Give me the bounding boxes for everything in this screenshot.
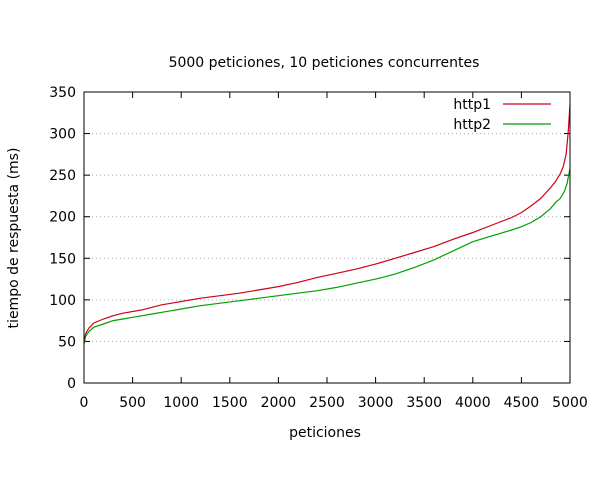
y-tick-label: 0	[67, 376, 76, 392]
series-line-http1	[83, 104, 571, 341]
y-tick-label: 50	[58, 334, 76, 350]
y-tick-label: 300	[49, 127, 76, 143]
x-tick-label: 500	[119, 395, 146, 411]
y-axis-label: tiempo de respuesta (ms)	[6, 148, 22, 329]
legend-label-http1: http1	[453, 97, 491, 113]
legend-label-http2: http2	[453, 117, 491, 133]
y-tick-label: 250	[49, 168, 76, 184]
x-tick-label: 4500	[504, 395, 540, 411]
y-tick-label: 100	[49, 293, 76, 309]
y-tick-label: 350	[49, 85, 76, 101]
x-tick-label: 4000	[455, 395, 491, 411]
x-tick-label: 2500	[309, 395, 345, 411]
plot-frame	[83, 91, 571, 384]
chart-title: 5000 peticiones, 10 peticiones concurren…	[169, 55, 480, 71]
y-tick-label: 200	[49, 210, 76, 226]
x-tick-label: 5000	[552, 395, 588, 411]
x-tick-label: 0	[80, 395, 89, 411]
x-tick-label: 1000	[163, 395, 199, 411]
series-line-http2	[83, 168, 571, 345]
x-tick-label: 1500	[212, 395, 248, 411]
x-tick-label: 3000	[358, 395, 394, 411]
y-tick-label: 150	[49, 251, 76, 267]
x-axis-label: peticiones	[289, 425, 361, 441]
x-tick-label: 3500	[406, 395, 442, 411]
x-tick-label: 2000	[261, 395, 297, 411]
